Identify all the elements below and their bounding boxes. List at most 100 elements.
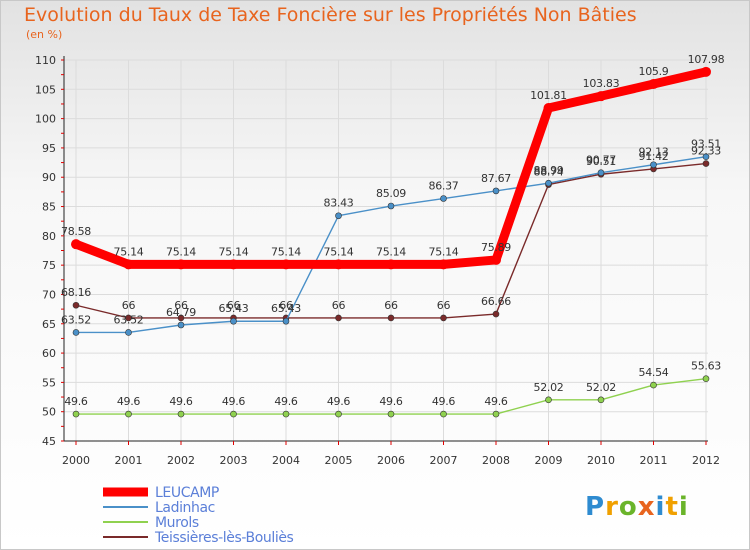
data-label-teissi-res-l-s-bouli-s: 66.66 — [481, 295, 511, 308]
data-label-murols: 49.6 — [327, 395, 351, 408]
x-tick-label: 2010 — [587, 454, 615, 467]
data-point-murols — [125, 410, 132, 418]
data-label-ladinhac: 63.52 — [114, 313, 144, 326]
data-point-ladinhac — [282, 317, 290, 325]
data-point-ladinhac — [387, 202, 395, 210]
y-tick-label: 70 — [42, 288, 56, 301]
legend-label-teissi-res-l-s-bouli-s: Teissières-lès-Bouliès — [154, 530, 294, 546]
data-label-ladinhac: 86.37 — [429, 180, 459, 193]
data-label-leucamp: 75.14 — [429, 245, 459, 258]
data-point-murols — [230, 410, 237, 418]
data-label-leucamp: 78.58 — [61, 225, 91, 238]
data-point-ladinhac — [597, 169, 605, 177]
data-label-leucamp: 107.98 — [688, 53, 725, 66]
data-label-ladinhac: 92.13 — [639, 146, 669, 159]
data-point-teissi-res-l-s-bouli-s — [125, 314, 132, 322]
data-label-teissi-res-l-s-bouli-s: 66 — [384, 299, 398, 312]
data-point-ladinhac — [440, 195, 447, 202]
data-point-murols — [492, 410, 500, 418]
data-label-ladinhac: 65.43 — [271, 302, 301, 315]
axes: 45 50 55 60 65 70 75 80 85 90 95 100 105 110 2000 2001 2… — [35, 54, 720, 467]
data-point-murols — [650, 381, 657, 389]
y-tick-label: 50 — [42, 406, 56, 419]
data-label-teissi-res-l-s-bouli-s: 66 — [122, 299, 136, 312]
data-label-teissi-res-l-s-bouli-s: 68.16 — [61, 286, 91, 299]
data-point-leucamp — [438, 259, 449, 270]
data-point-ladinhac — [177, 321, 185, 329]
y-tick-label: 55 — [42, 376, 56, 389]
data-point-leucamp — [596, 91, 606, 102]
x-tick-label: 2006 — [377, 454, 405, 467]
x-tick-label: 2005 — [325, 454, 353, 467]
data-point-teissi-res-l-s-bouli-s — [702, 160, 710, 167]
data-label-teissi-res-l-s-bouli-s: 66 — [227, 299, 241, 312]
x-tick-label: 2000 — [62, 454, 90, 467]
data-point-ladinhac — [702, 153, 710, 160]
x-tick-label: 2011 — [640, 454, 668, 467]
data-label-murols: 49.6 — [484, 395, 508, 408]
y-tick-label: 105 — [35, 83, 56, 96]
y-tick-label: 100 — [35, 113, 56, 126]
x-tick-label: 2009 — [535, 454, 563, 467]
legend-label-leucamp: LEUCAMP — [155, 485, 219, 501]
data-label-murols: 49.6 — [64, 395, 88, 408]
x-tick-label: 2003 — [220, 454, 248, 467]
data-point-leucamp — [123, 259, 134, 270]
data-label-ladinhac: 85.09 — [376, 187, 406, 200]
data-point-leucamp — [228, 259, 239, 270]
data-label-leucamp: 103.83 — [583, 77, 620, 90]
data-point-teissi-res-l-s-bouli-s — [335, 314, 342, 322]
x-tick-label: 2001 — [115, 454, 143, 467]
data-point-leucamp — [333, 259, 344, 270]
data-point-ladinhac — [72, 329, 80, 336]
data-label-teissi-res-l-s-bouli-s: 88.74 — [534, 166, 564, 179]
data-point-teissi-res-l-s-bouli-s — [492, 310, 500, 318]
data-point-ladinhac — [125, 329, 132, 336]
data-label-murols: 49.6 — [432, 395, 456, 408]
data-point-ladinhac — [335, 212, 342, 220]
data-point-teissi-res-l-s-bouli-s — [440, 314, 447, 322]
legend-label-murols: Murols — [155, 515, 199, 531]
data-point-ladinhac — [492, 187, 500, 195]
data-label-leucamp: 105.9 — [639, 65, 669, 78]
data-point-ladinhac — [545, 179, 552, 187]
data-point-murols — [177, 410, 185, 418]
data-label-teissi-res-l-s-bouli-s: 66 — [332, 299, 346, 312]
x-tick-label: 2008 — [482, 454, 510, 467]
data-label-ladinhac: 90.77 — [586, 154, 616, 167]
data-point-murols — [72, 410, 80, 418]
data-label-teissi-res-l-s-bouli-s: 90.51 — [586, 155, 616, 168]
data-point-murols — [597, 396, 605, 404]
series-lines — [71, 66, 711, 418]
data-label-leucamp: 101.81 — [530, 89, 567, 102]
data-label-ladinhac: 65.43 — [219, 302, 249, 315]
data-label-ladinhac: 64.79 — [166, 306, 196, 319]
data-point-murols — [702, 375, 710, 382]
y-tick-label: 60 — [42, 347, 56, 360]
data-label-ladinhac: 87.67 — [481, 172, 511, 185]
y-tick-label: 95 — [42, 142, 56, 155]
y-tick-label: 45 — [42, 435, 56, 448]
data-label-teissi-res-l-s-bouli-s: 66 — [437, 299, 451, 312]
data-label-leucamp: 75.14 — [271, 245, 301, 258]
data-label-leucamp: 75.14 — [219, 245, 249, 258]
data-point-murols — [335, 410, 342, 418]
data-label-ladinhac: 88.99 — [534, 164, 564, 177]
data-point-murols — [387, 410, 395, 418]
data-label-teissi-res-l-s-bouli-s: 91.42 — [639, 150, 669, 163]
data-label-leucamp: 75.14 — [114, 245, 144, 258]
data-point-teissi-res-l-s-bouli-s — [387, 314, 395, 322]
data-point-teissi-res-l-s-bouli-s — [177, 314, 185, 322]
y-tick-label: 80 — [42, 230, 56, 243]
chart-title: Evolution du Taux de Taxe Foncière sur l… — [24, 4, 637, 26]
data-point-ladinhac — [650, 161, 657, 169]
data-label-murols: 49.6 — [222, 395, 246, 408]
data-point-teissi-res-l-s-bouli-s — [72, 301, 80, 309]
data-label-ladinhac: 83.43 — [324, 197, 354, 210]
data-point-leucamp — [648, 79, 659, 90]
data-label-murols: 55.63 — [691, 360, 721, 373]
data-point-leucamp — [71, 239, 81, 250]
data-label-leucamp: 75.89 — [481, 241, 511, 254]
y-tick-label: 65 — [42, 318, 56, 331]
data-point-leucamp — [491, 254, 501, 265]
